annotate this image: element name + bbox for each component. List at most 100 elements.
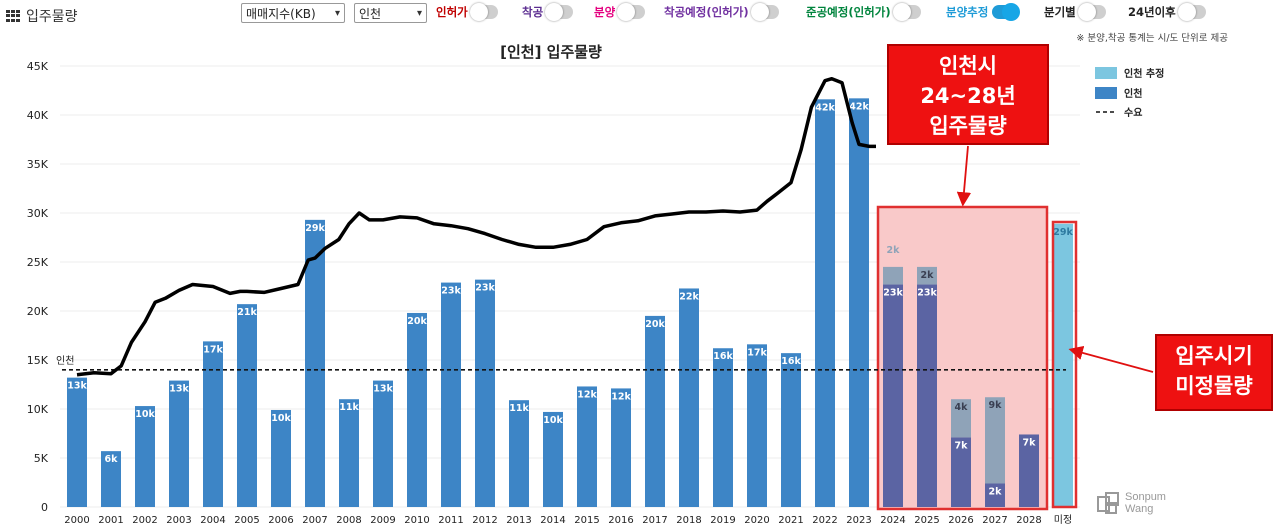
x-tick-label: 2008 bbox=[336, 515, 361, 526]
toggle-4[interactable]: 준공예정(인허가) bbox=[806, 3, 921, 21]
chart-title: [인천] 입주물량 bbox=[500, 43, 602, 61]
x-tick-label: 2028 bbox=[1016, 515, 1041, 526]
toggle-label: 분양 bbox=[594, 5, 616, 19]
toggle-0[interactable]: 인허가 bbox=[436, 3, 498, 21]
bar-incheon bbox=[305, 219, 325, 508]
callout1-arrow bbox=[956, 145, 972, 207]
app-title: 입주물량 bbox=[6, 6, 78, 26]
bar-incheon bbox=[781, 353, 801, 507]
toggle-label: 24년이후 bbox=[1128, 5, 1176, 19]
bar-label: 16k bbox=[713, 351, 733, 362]
bar-label: 23k bbox=[917, 288, 937, 299]
bar-label: 16k bbox=[781, 356, 801, 367]
bar-incheon bbox=[917, 284, 937, 507]
bar-incheon bbox=[135, 406, 155, 507]
x-tick-label: 2014 bbox=[540, 515, 565, 526]
toggle-switch[interactable] bbox=[992, 3, 1021, 21]
stats-note: ※ 분양,착공 통계는 시/도 단위로 제공 bbox=[1076, 33, 1228, 44]
toggle-label: 분양추정 bbox=[946, 5, 989, 19]
toggle-2[interactable]: 분양 bbox=[594, 3, 646, 21]
toggle-7[interactable]: 24년이후 bbox=[1128, 3, 1206, 21]
toggle-1[interactable]: 착공 bbox=[522, 3, 574, 21]
toggle-switch[interactable] bbox=[617, 3, 646, 21]
bar-incheon bbox=[407, 312, 427, 507]
toggle-knob bbox=[1177, 3, 1196, 21]
region-select[interactable]: 인천 ▾ bbox=[354, 3, 427, 23]
bar-incheon bbox=[713, 348, 733, 507]
toggle-6[interactable]: 분기별 bbox=[1044, 3, 1106, 21]
demand-label: 인천 bbox=[56, 355, 74, 367]
bar-incheon bbox=[67, 377, 87, 507]
y-tick-label: 15K bbox=[27, 354, 49, 367]
x-tick-label: 2011 bbox=[438, 515, 463, 526]
region-select-value: 인천 bbox=[359, 7, 382, 21]
bar-label: 23k bbox=[883, 288, 903, 299]
toggle-switch[interactable] bbox=[1177, 3, 1206, 21]
bar-incheon bbox=[611, 388, 631, 507]
bar-estimate bbox=[985, 397, 1005, 484]
bar-label: 12k bbox=[611, 391, 631, 402]
x-tick-label: 2024 bbox=[880, 515, 905, 526]
bar-label: 20k bbox=[645, 319, 665, 330]
callout2-arrow bbox=[1068, 345, 1154, 373]
callout1-line: 인천시 bbox=[939, 54, 997, 78]
toggle-knob bbox=[545, 3, 564, 21]
toggle-switch[interactable] bbox=[469, 3, 498, 21]
toggle-switch[interactable] bbox=[750, 3, 779, 21]
y-tick-label: 35K bbox=[27, 158, 49, 171]
x-tick-label: 2016 bbox=[608, 515, 633, 526]
toggle-label: 분기별 bbox=[1044, 5, 1076, 19]
toggle-switch[interactable] bbox=[892, 3, 921, 21]
y-tick-label: 45K bbox=[27, 60, 49, 73]
x-tick-label: 2002 bbox=[132, 515, 157, 526]
toggle-knob bbox=[469, 3, 488, 21]
toggle-3[interactable]: 착공예정(인허가) bbox=[664, 3, 779, 21]
brand-logo-icon bbox=[1097, 492, 1119, 514]
toggle-switch[interactable] bbox=[545, 3, 574, 21]
x-tick-label: 2001 bbox=[98, 515, 123, 526]
y-tick-label: 40K bbox=[27, 109, 49, 122]
bar-estimate-label: 4k bbox=[955, 402, 969, 413]
price-index-line bbox=[76, 76, 876, 377]
bar-estimate-label: 2k bbox=[921, 270, 935, 281]
grid-menu-icon[interactable] bbox=[6, 10, 20, 22]
x-tick-label: 미정 bbox=[1054, 514, 1072, 526]
bar-incheon bbox=[543, 411, 563, 507]
x-tick-label: 2019 bbox=[710, 515, 735, 526]
toggle-label: 착공 bbox=[522, 5, 544, 19]
bar-label: 20k bbox=[407, 316, 427, 327]
bar-incheon bbox=[101, 451, 121, 507]
bar-incheon bbox=[339, 399, 359, 507]
callout2-line: 미정물량 bbox=[1175, 374, 1253, 398]
bar-label: 7k bbox=[955, 440, 969, 451]
y-tick-label: 0 bbox=[41, 501, 48, 514]
bar-label: 17k bbox=[747, 347, 767, 358]
bar-estimate bbox=[917, 266, 937, 285]
bar-label: 10k bbox=[135, 409, 155, 420]
bar-label: 42k bbox=[815, 102, 835, 113]
x-tick-label: 2026 bbox=[948, 515, 973, 526]
bar-label: 12k bbox=[577, 389, 597, 400]
bar-estimate-label: 2k bbox=[887, 245, 901, 256]
toggle-5[interactable]: 분양추정 bbox=[946, 3, 1021, 21]
x-tick-label: 2020 bbox=[744, 515, 769, 526]
index-select[interactable]: 매매지수(KB) ▾ bbox=[241, 3, 345, 23]
bar-label: 29k bbox=[305, 223, 325, 234]
chevron-down-icon: ▾ bbox=[334, 8, 340, 19]
bar-incheon bbox=[237, 304, 257, 507]
callout-2024-2028: 인천시 24~28년 입주물량 bbox=[887, 44, 1049, 145]
x-tick-label: 2021 bbox=[778, 515, 803, 526]
callout2-line: 입주시기 bbox=[1175, 344, 1253, 368]
bar-incheon bbox=[509, 400, 529, 507]
bar-label: 23k bbox=[475, 283, 495, 294]
legend-swatch-estimate bbox=[1095, 67, 1117, 79]
toggle-switch[interactable] bbox=[1077, 3, 1106, 21]
toggle-knob bbox=[617, 3, 636, 21]
bar-incheon bbox=[1019, 434, 1039, 507]
chevron-down-icon: ▾ bbox=[416, 8, 422, 19]
toggle-label: 인허가 bbox=[436, 5, 468, 19]
x-tick-label: 2006 bbox=[268, 515, 293, 526]
callout1-line: 24~28년 bbox=[920, 84, 1016, 108]
x-tick-label: 2010 bbox=[404, 515, 429, 526]
